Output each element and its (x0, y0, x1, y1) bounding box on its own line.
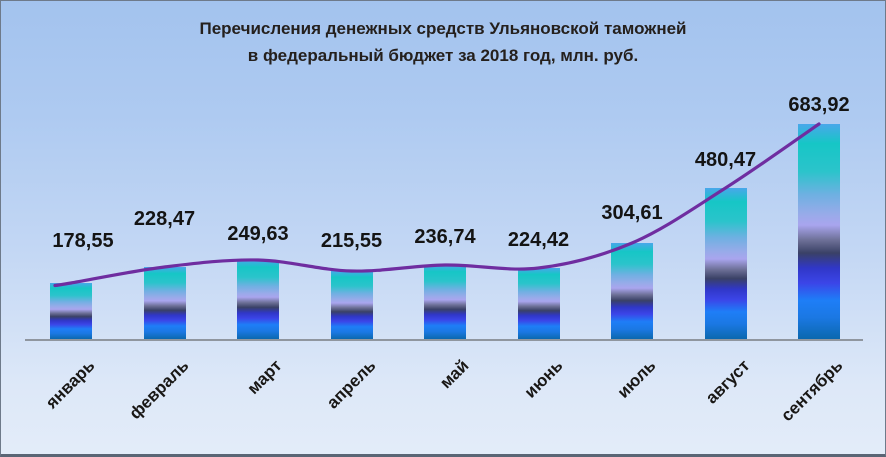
bar-value-label: 215,55 (320, 230, 383, 252)
bar-value-label: 228,47 (133, 208, 196, 230)
month-label-август: август (701, 356, 753, 408)
bar-value-label: 249,63 (227, 223, 289, 245)
bar-июнь (517, 268, 560, 339)
bar-value-label: 304,61 (601, 202, 663, 224)
month-label-март: март (243, 356, 286, 398)
bar-март (237, 260, 279, 339)
month-label-сентябрь: сентябрь (777, 356, 847, 426)
bar-январь (50, 283, 92, 339)
month-label-май: май (436, 356, 473, 393)
bar-value-label: 683,92 (788, 94, 850, 116)
bar-апрель (330, 271, 373, 339)
month-label-январь: январь (42, 356, 99, 413)
bar-value-label: 236,74 (414, 226, 476, 248)
bar-февраль (143, 267, 186, 339)
bar-сентябрь (798, 124, 840, 339)
x-axis (25, 339, 863, 341)
chart-title-line1: Перечисления денежных средств Ульяновско… (199, 19, 687, 38)
month-label-июль: июль (613, 356, 660, 402)
bar-май (424, 265, 466, 339)
bar-июль (611, 243, 653, 339)
bar-value-label: 480,47 (694, 149, 757, 171)
month-label-апрель: апрель (322, 356, 379, 413)
chart-title: Перечисления денежных средств Ульяновско… (1, 15, 885, 69)
bar-value-label: 178,55 (52, 230, 114, 252)
chart-title-line2: в федеральный бюджет за 2018 год, млн. р… (247, 46, 639, 65)
bar-август (704, 188, 747, 339)
month-label-февраль: февраль (125, 356, 192, 423)
bar-value-label: 224,42 (507, 229, 570, 251)
month-label-июнь: июнь (520, 356, 566, 402)
